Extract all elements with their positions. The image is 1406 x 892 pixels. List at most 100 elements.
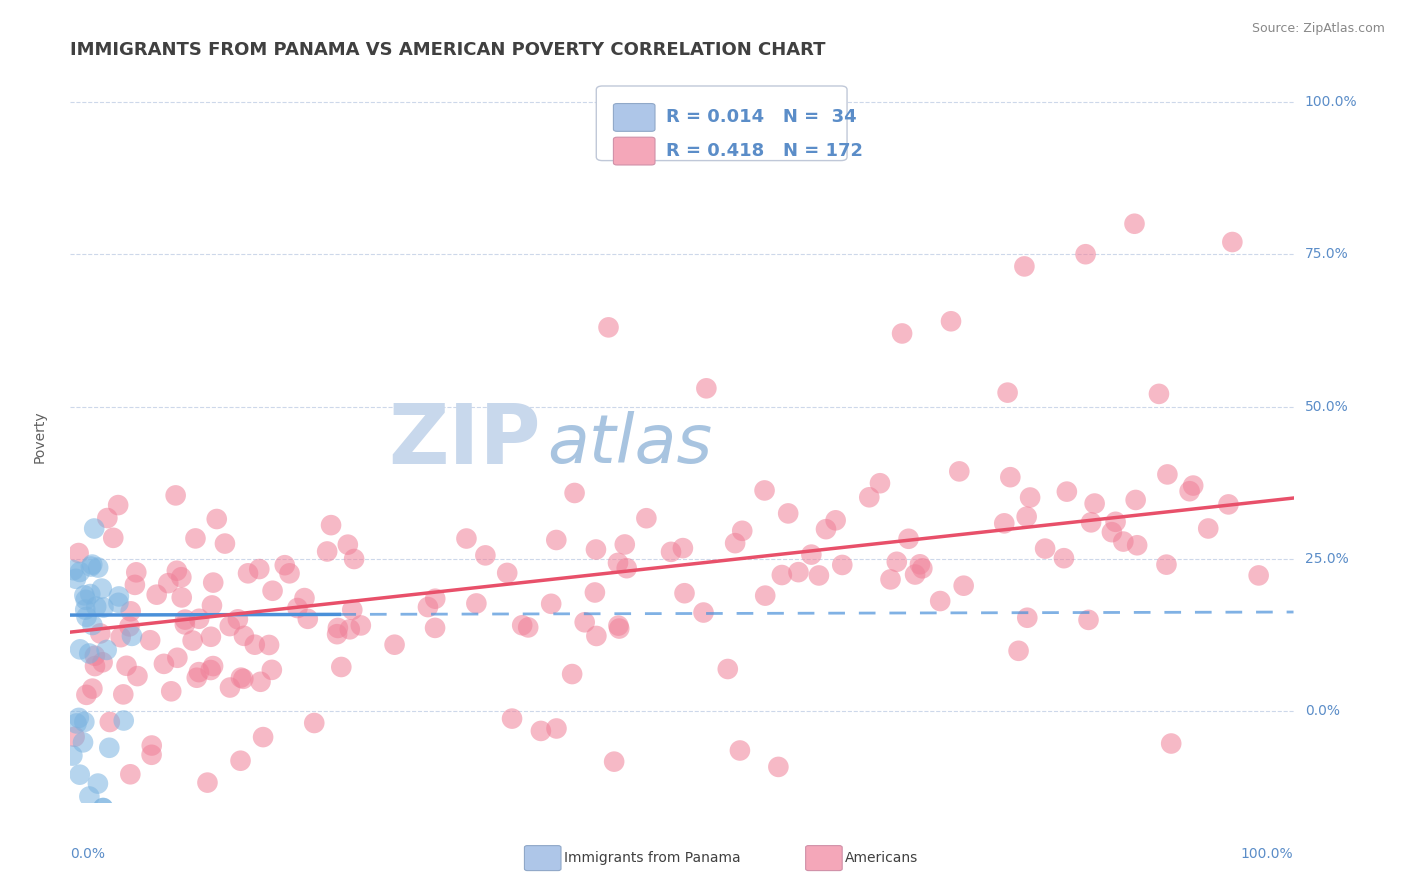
Point xyxy=(423,621,446,635)
Point xyxy=(112,687,135,701)
Point xyxy=(1220,235,1243,249)
Point xyxy=(510,618,533,632)
Point xyxy=(384,638,406,652)
Point xyxy=(316,544,339,558)
Point xyxy=(247,562,270,576)
Point xyxy=(226,612,249,626)
Point xyxy=(93,600,115,615)
Point xyxy=(77,647,100,661)
Point xyxy=(232,629,254,643)
Point xyxy=(83,521,105,535)
Point xyxy=(474,549,496,563)
Point xyxy=(1101,525,1123,540)
Point xyxy=(65,572,87,586)
Text: 0.0%: 0.0% xyxy=(1305,705,1340,718)
Point xyxy=(546,722,568,736)
Point xyxy=(165,488,187,502)
Point xyxy=(1160,737,1182,751)
Point xyxy=(73,588,96,602)
Point xyxy=(564,486,586,500)
Point xyxy=(87,776,110,790)
Point xyxy=(672,541,695,555)
Point xyxy=(91,801,114,815)
Text: atlas: atlas xyxy=(547,411,713,477)
Point xyxy=(326,627,349,641)
Point xyxy=(186,671,208,685)
Point xyxy=(202,659,225,673)
Point xyxy=(174,613,197,627)
Point xyxy=(145,588,167,602)
Point xyxy=(692,606,714,620)
Point xyxy=(262,583,284,598)
Point xyxy=(65,716,87,731)
Point xyxy=(72,735,94,749)
Point xyxy=(807,568,830,582)
Point xyxy=(585,542,607,557)
Point xyxy=(67,546,90,560)
Point xyxy=(869,476,891,491)
Point xyxy=(754,483,776,498)
Text: ZIP: ZIP xyxy=(388,401,541,482)
Text: R = 0.014   N =  34: R = 0.014 N = 34 xyxy=(666,109,856,127)
Point xyxy=(561,667,583,681)
Point xyxy=(1197,521,1219,535)
Point xyxy=(770,568,793,582)
Point xyxy=(67,711,90,725)
Point xyxy=(908,558,931,572)
Point xyxy=(188,612,211,626)
Point xyxy=(103,531,125,545)
Point xyxy=(69,767,91,781)
Point xyxy=(83,648,105,663)
Point xyxy=(107,498,129,512)
Point xyxy=(69,642,91,657)
Point xyxy=(118,619,141,633)
Point xyxy=(82,681,104,696)
Point xyxy=(546,533,568,547)
Point xyxy=(754,589,776,603)
Point xyxy=(948,464,970,478)
Point xyxy=(824,513,846,527)
Point xyxy=(294,591,316,606)
Point xyxy=(115,658,138,673)
Point xyxy=(108,590,131,604)
Text: 25.0%: 25.0% xyxy=(1305,552,1348,566)
Point xyxy=(79,789,101,804)
Point xyxy=(343,552,366,566)
Point xyxy=(96,511,118,525)
Point xyxy=(607,622,630,636)
Point xyxy=(574,615,596,630)
Point xyxy=(98,740,121,755)
Point xyxy=(1014,260,1036,274)
Text: R = 0.418   N = 172: R = 0.418 N = 172 xyxy=(666,142,863,160)
Point xyxy=(75,602,97,616)
Point xyxy=(778,507,800,521)
Point xyxy=(141,747,163,762)
Point xyxy=(319,518,342,533)
Text: 0.0%: 0.0% xyxy=(70,847,105,861)
Point xyxy=(87,560,110,574)
Point xyxy=(456,532,478,546)
Point xyxy=(139,633,162,648)
Point xyxy=(73,714,96,729)
Point xyxy=(1077,613,1099,627)
Point xyxy=(82,618,104,632)
Point xyxy=(141,739,163,753)
Point xyxy=(60,748,83,763)
FancyBboxPatch shape xyxy=(613,137,655,165)
Point xyxy=(879,573,901,587)
Point xyxy=(112,714,135,728)
Point xyxy=(181,633,204,648)
Point xyxy=(1017,611,1039,625)
Point xyxy=(1156,558,1178,572)
Point xyxy=(1019,491,1042,505)
Text: 50.0%: 50.0% xyxy=(1305,400,1348,414)
Point xyxy=(787,565,810,579)
Point xyxy=(166,650,188,665)
Point xyxy=(530,723,553,738)
Point xyxy=(717,662,740,676)
Point xyxy=(79,587,101,601)
Point xyxy=(107,596,129,610)
Point xyxy=(1147,387,1170,401)
Point xyxy=(76,610,98,624)
Point xyxy=(1053,551,1076,566)
